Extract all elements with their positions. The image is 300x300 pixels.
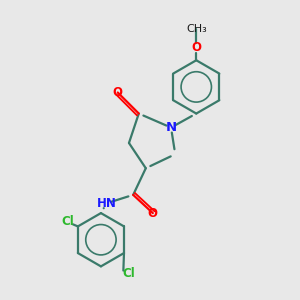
Text: N: N [166, 121, 177, 134]
Text: Cl: Cl [123, 267, 135, 280]
Text: O: O [191, 41, 201, 54]
Text: CH₃: CH₃ [186, 24, 207, 34]
Text: HN: HN [97, 197, 116, 210]
Text: O: O [113, 86, 123, 99]
Text: O: O [148, 207, 158, 220]
Text: Cl: Cl [61, 215, 74, 228]
